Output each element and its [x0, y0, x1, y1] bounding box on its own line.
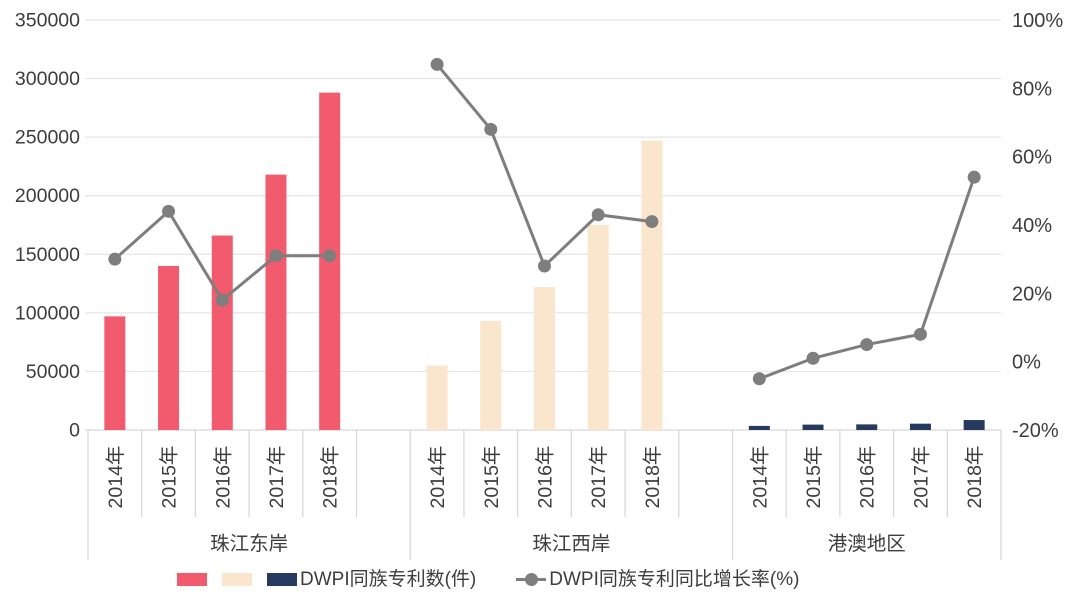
left-axis-tick-label: 100000 [15, 302, 80, 324]
growth-line-point [806, 351, 820, 365]
growth-line-point [538, 259, 551, 273]
legend-bars-label: DWPI同族专利数(件) [300, 569, 477, 590]
year-label: 2017年 [266, 446, 288, 509]
year-label: 2018年 [320, 446, 342, 509]
legend-swatch-hk-macau [267, 573, 297, 586]
left-axis-tick-label: 300000 [15, 68, 80, 90]
growth-line-point [645, 215, 659, 229]
growth-line-珠江西岸 [435, 63, 653, 269]
group-label-珠江东岸: 珠江东岸 [210, 533, 288, 555]
legend-swatch-east-bank [177, 573, 207, 586]
growth-line-point [108, 252, 122, 266]
bar-港澳地区-2015年 [802, 424, 824, 430]
bar-港澳地区-2017年 [909, 423, 931, 430]
right-axis-tick-label: -20% [1012, 420, 1059, 442]
year-label: 2014年 [749, 446, 771, 509]
bar-港澳地区-2018年 [963, 420, 985, 430]
bar-珠江西岸-2015年 [480, 321, 502, 430]
left-axis-tick-label: 150000 [15, 244, 80, 266]
year-label: 2015年 [159, 446, 181, 509]
year-label: 2014年 [427, 446, 449, 509]
year-label: 2015年 [803, 446, 825, 509]
legend-swatch-west-bank [222, 573, 252, 586]
group-label-珠江西岸: 珠江西岸 [532, 533, 610, 555]
year-label: 2018年 [642, 446, 664, 509]
bar-珠江西岸-2018年 [641, 140, 663, 430]
year-label: 2018年 [964, 446, 986, 509]
right-axis-tick-label: 0% [1012, 352, 1041, 374]
bar-珠江西岸-2017年 [587, 225, 609, 430]
legend: DWPI同族专利数(件) DWPI同族专利同比增长率(%) [177, 570, 799, 589]
year-label: 2015年 [481, 446, 503, 509]
growth-line-point [752, 372, 766, 386]
growth-line-point [215, 293, 229, 307]
bar-珠江西岸-2016年 [534, 287, 555, 430]
bar-港澳地区-2016年 [856, 424, 878, 430]
right-axis-tick-label: 80% [1012, 78, 1052, 100]
bar-珠江东岸-2014年 [104, 316, 126, 430]
year-label: 2017年 [588, 446, 610, 509]
left-axis-tick-label: 250000 [15, 127, 80, 149]
growth-line-point [967, 170, 981, 184]
right-axis-tick-label: 100% [1012, 10, 1063, 32]
year-label: 2016年 [857, 446, 879, 509]
growth-line-point [913, 327, 927, 341]
growth-line-point [430, 57, 444, 71]
left-axis-tick-label: 0 [69, 420, 80, 442]
bar-港澳地区-2014年 [748, 425, 770, 430]
year-label: 2016年 [212, 446, 234, 509]
left-axis-tick-label: 350000 [15, 10, 80, 32]
growth-line-point [323, 249, 337, 263]
right-axis-tick-label: 40% [1012, 215, 1052, 237]
growth-line-point [591, 208, 605, 222]
bar-珠江西岸-2014年 [426, 365, 448, 430]
group-label-港澳地区: 港澳地区 [828, 533, 906, 555]
growth-line-point [860, 338, 874, 352]
year-label: 2014年 [105, 446, 127, 509]
year-label: 2016年 [535, 446, 557, 509]
left-axis-tick-label: 200000 [15, 185, 80, 207]
legend-line-label: DWPI同族专利同比增长率(%) [549, 569, 800, 590]
growth-line-point [269, 249, 283, 263]
growth-line-point [484, 122, 498, 136]
right-axis-tick-label: 60% [1012, 147, 1052, 169]
right-axis-tick-label: 20% [1012, 283, 1052, 305]
year-label: 2017年 [910, 446, 932, 509]
legend-line-marker-icon [516, 573, 547, 587]
bar-珠江东岸-2017年 [265, 174, 287, 430]
growth-line-point [162, 204, 176, 218]
bar-珠江东岸-2015年 [158, 266, 180, 430]
left-axis-tick-label: 50000 [26, 361, 80, 383]
legend-line-dot [524, 573, 538, 586]
bar-珠江东岸-2016年 [211, 235, 233, 430]
